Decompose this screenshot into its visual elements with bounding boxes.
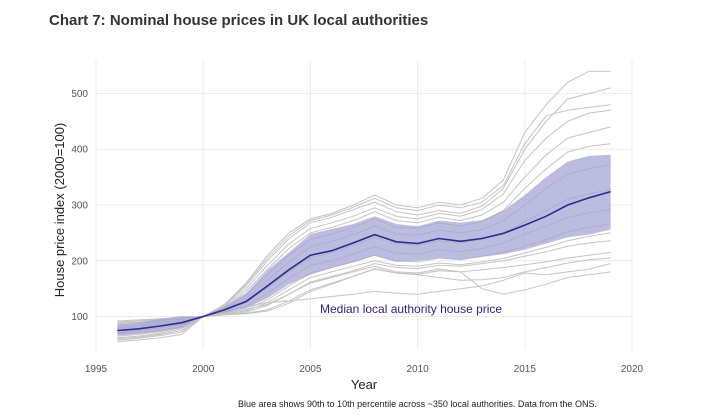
median-line (117, 190, 611, 332)
median-annotation: Median local authority house price (320, 302, 502, 316)
chart-caption: Blue area shows 90th to 10th percentile … (238, 399, 597, 409)
x-axis-title: Year (351, 377, 378, 392)
y-tick-label: 400 (71, 145, 88, 156)
grid-lines (95, 60, 633, 350)
x-tick-label: 1995 (85, 364, 108, 375)
x-tick-label: 2000 (192, 364, 215, 375)
y-axis-ticks: 100 200 300 400 500 (71, 89, 88, 323)
y-tick-label: 300 (71, 201, 88, 212)
y-tick-label: 100 (71, 312, 88, 323)
x-tick-label: 2010 (406, 364, 429, 375)
y-tick-label: 500 (71, 89, 88, 100)
percentile-band-layer (117, 154, 611, 336)
percentile-band (117, 154, 611, 336)
median-line-layer (117, 190, 611, 332)
chart-title: Chart 7: Nominal house prices in UK loca… (49, 12, 429, 29)
y-tick-label: 200 (71, 256, 88, 267)
x-tick-label: 2005 (299, 364, 322, 375)
x-tick-label: 2015 (514, 364, 537, 375)
y-axis-title: House price index (2000=100) (52, 123, 67, 298)
x-tick-label: 2020 (621, 364, 644, 375)
authority-line (117, 104, 611, 341)
x-axis-ticks: 1995 2000 2005 2010 2015 2020 (85, 364, 644, 375)
